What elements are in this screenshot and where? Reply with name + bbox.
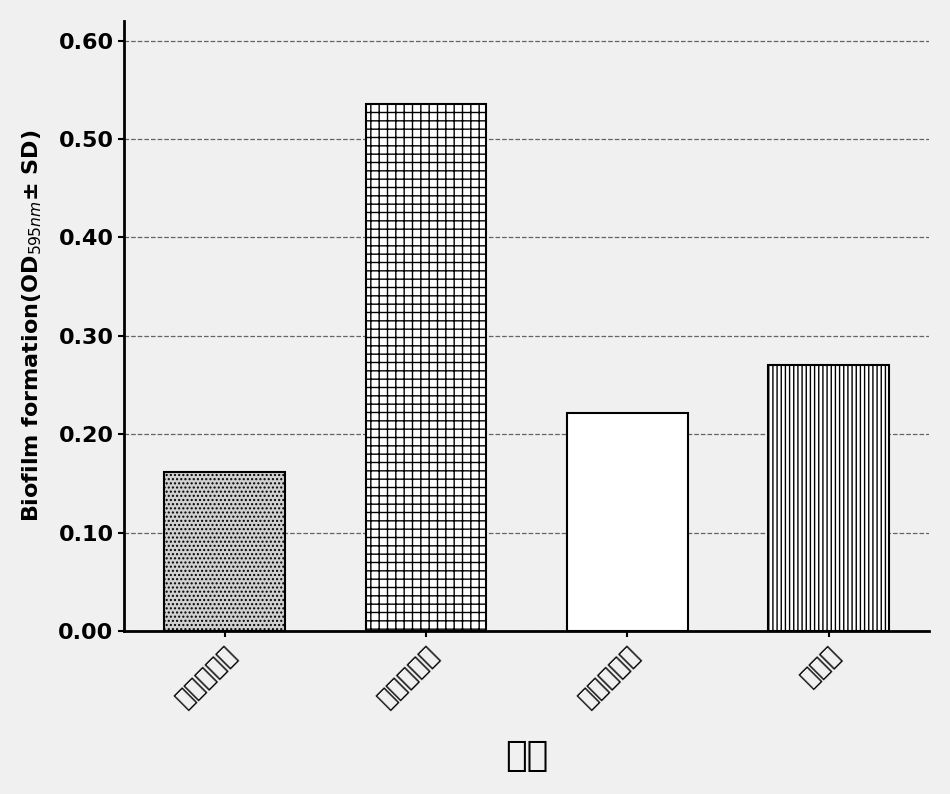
- Bar: [366, 105, 486, 631]
- X-axis label: 分组: 分组: [505, 739, 548, 773]
- Bar: [769, 365, 889, 631]
- Bar: [567, 414, 688, 631]
- Y-axis label: Biofilm formation(OD$_{595nm}$± SD): Biofilm formation(OD$_{595nm}$± SD): [21, 129, 45, 522]
- Bar: [164, 472, 285, 631]
